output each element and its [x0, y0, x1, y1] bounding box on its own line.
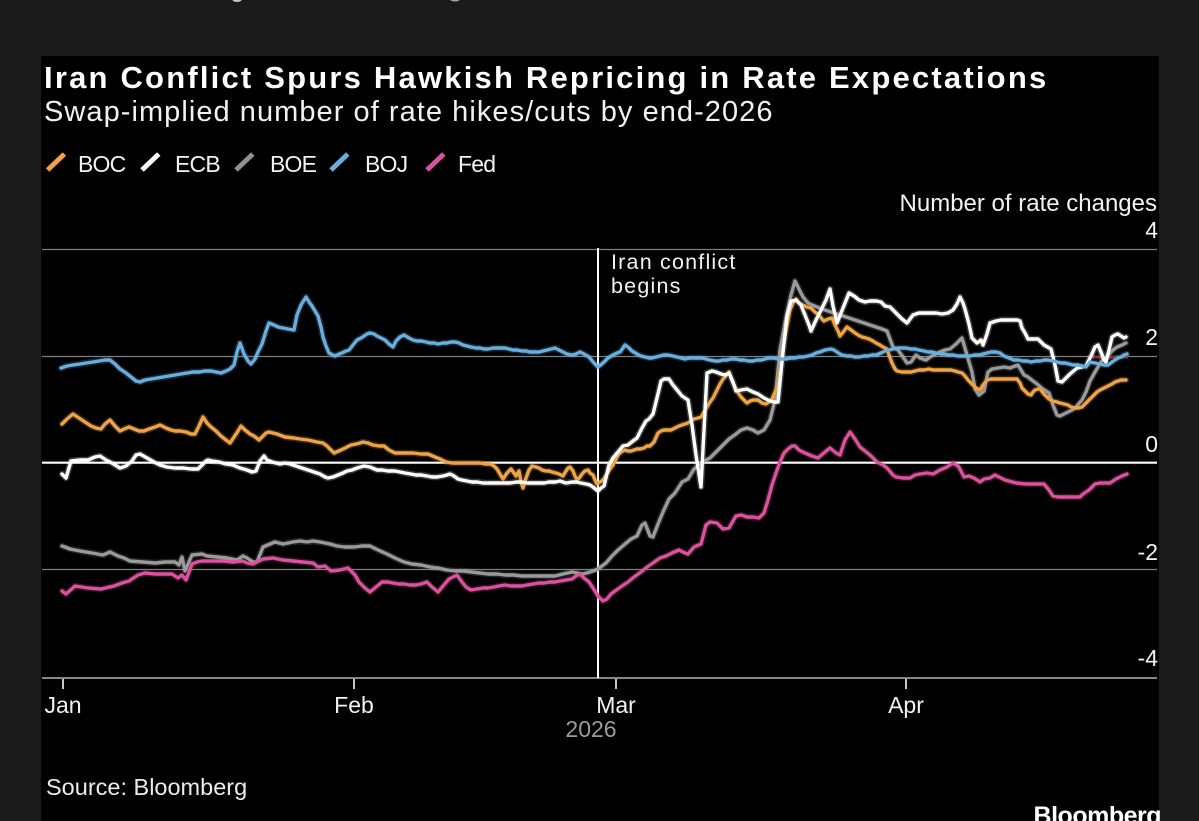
svg-text:ECB: ECB: [175, 151, 220, 177]
svg-text:Apr: Apr: [888, 692, 924, 718]
svg-text:4: 4: [1145, 217, 1158, 243]
svg-text:-2: -2: [1138, 539, 1158, 565]
svg-text:BOJ: BOJ: [365, 151, 407, 177]
svg-text:2026: 2026: [565, 716, 616, 742]
svg-text:Iran conflict: Iran conflict: [611, 250, 737, 274]
svg-text:Bloomberg: Bloomberg: [1034, 802, 1161, 821]
svg-text:Jan: Jan: [44, 692, 81, 718]
svg-text:Fed: Fed: [458, 151, 495, 177]
svg-text:-4: -4: [1138, 645, 1159, 671]
svg-text:0: 0: [1145, 431, 1158, 457]
svg-text:Feb: Feb: [334, 692, 374, 718]
svg-text:begins: begins: [611, 274, 682, 298]
svg-text:2: 2: [1145, 324, 1158, 350]
svg-text:Swap-implied number of rate hi: Swap-implied number of rate hikes/cuts b…: [44, 96, 774, 128]
svg-text:Mar: Mar: [596, 692, 636, 718]
svg-text:BOE: BOE: [270, 151, 317, 177]
svg-text:BOC: BOC: [78, 151, 126, 177]
svg-text:Number of rate changes: Number of rate changes: [900, 190, 1157, 217]
svg-text:Source: Bloomberg: Source: Bloomberg: [46, 774, 247, 800]
svg-text:Iran Conflict Spurs Hawkish Re: Iran Conflict Spurs Hawkish Repricing in…: [44, 60, 1048, 95]
